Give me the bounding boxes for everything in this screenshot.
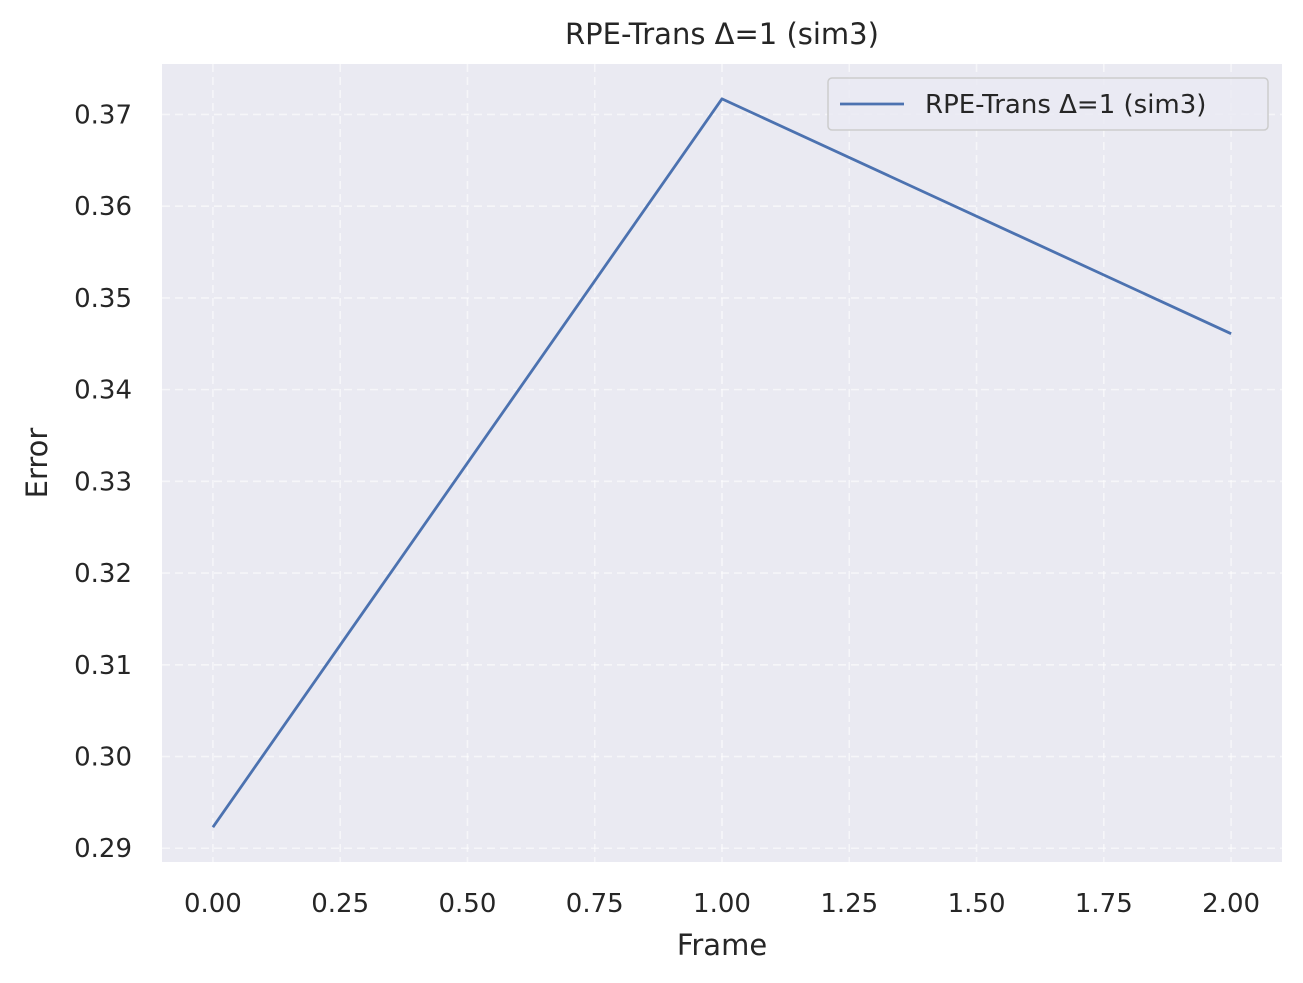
y-axis-title: Error [20, 428, 54, 499]
x-tick-label: 1.25 [820, 889, 878, 919]
y-tick-label: 0.30 [74, 743, 132, 773]
legend-box [827, 77, 1269, 131]
x-tick-label: 1.00 [693, 889, 751, 919]
x-tick-label: 0.50 [439, 889, 497, 919]
x-tick-label: 0.25 [311, 889, 369, 919]
legend-label: RPE-Trans Δ=1 (sim3) [925, 90, 1206, 120]
x-tick-label: 1.50 [948, 889, 1006, 919]
y-axis: 0.29 0.30 0.31 0.32 0.33 0.34 0.35 0.36 0.37 [74, 100, 132, 864]
legend: RPE-Trans Δ=1 (sim3) [827, 77, 1269, 131]
x-axis: 0.00 0.25 0.50 0.75 1.00 1.25 1.50 1.75 2.00 [184, 889, 1260, 919]
y-tick-label: 0.34 [74, 376, 132, 406]
y-tick-label: 0.29 [74, 834, 132, 864]
series-layer [211, 97, 1232, 828]
x-tick-label: 2.00 [1202, 889, 1260, 919]
y-tick-label: 0.35 [74, 284, 132, 314]
x-tick-label: 0.00 [184, 889, 242, 919]
x-tick-label: 1.75 [1075, 889, 1133, 919]
y-tick-label: 0.33 [74, 467, 132, 497]
y-tick-label: 0.32 [74, 559, 132, 589]
y-tick-label: 0.36 [74, 192, 132, 222]
x-axis-title: Frame [677, 928, 767, 962]
y-tick-label: 0.31 [74, 651, 132, 681]
y-tick-label: 0.37 [74, 100, 132, 130]
grid [162, 64, 1282, 862]
chart-title: RPE-Trans Δ=1 (sim3) [565, 17, 879, 51]
x-tick-label: 0.75 [566, 889, 624, 919]
